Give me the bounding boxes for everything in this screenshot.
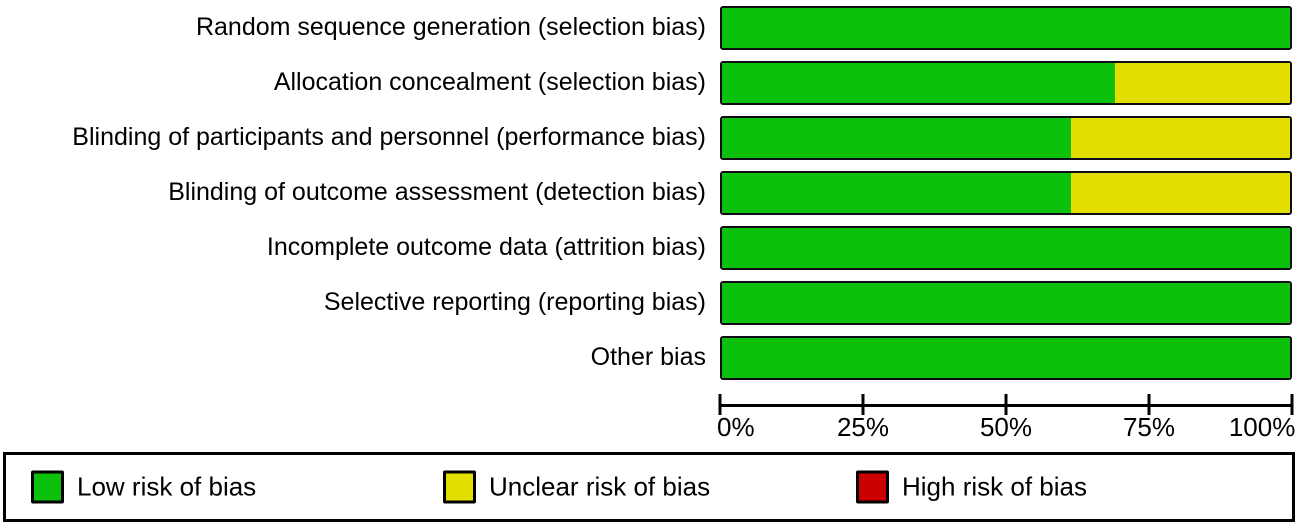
legend-item-low: Low risk of bias xyxy=(31,470,257,504)
bias-category-label: Incomplete outcome data (attrition bias) xyxy=(266,232,706,261)
bar-segment-low xyxy=(722,7,1290,48)
bias-bar xyxy=(720,60,1292,105)
axis-tick xyxy=(1147,394,1151,415)
bar-segment-low xyxy=(722,337,1290,378)
bias-category-label: Allocation concealment (selection bias) xyxy=(273,67,706,96)
bar-segment-unclear xyxy=(1071,117,1290,158)
bias-row: Blinding of outcome assessment (detectio… xyxy=(0,165,1292,220)
legend-swatch-low xyxy=(31,470,64,504)
bar-segment-unclear xyxy=(1071,172,1290,213)
bias-bar xyxy=(720,335,1292,380)
bias-bar xyxy=(720,5,1292,50)
bias-category-label: Blinding of participants and personnel (… xyxy=(72,122,706,151)
bias-bar xyxy=(720,170,1292,215)
bias-row: Random sequence generation (selection bi… xyxy=(0,0,1292,55)
legend: Low risk of bias Unclear risk of bias High… xyxy=(3,452,1295,522)
legend-label: High risk of bias xyxy=(902,471,1087,502)
legend-swatch-high xyxy=(856,470,889,504)
bar-segment-unclear xyxy=(1115,62,1290,103)
legend-label: Unclear risk of bias xyxy=(489,471,711,502)
bias-row: Selective reporting (reporting bias) xyxy=(0,275,1292,330)
axis-tick-label: 75% xyxy=(1122,412,1176,442)
bias-category-label: Blinding of outcome assessment (detectio… xyxy=(168,177,706,206)
legend-label: Low risk of bias xyxy=(77,471,257,502)
axis-tick xyxy=(861,394,865,415)
bias-bar xyxy=(720,115,1292,160)
legend-item-high: High risk of bias xyxy=(856,470,1087,504)
bias-row: Incomplete outcome data (attrition bias) xyxy=(0,220,1292,275)
legend-item-unclear: Unclear risk of bias xyxy=(443,470,711,504)
bias-row: Allocation concealment (selection bias) xyxy=(0,55,1292,110)
x-axis: 0% 25% 50% 75% 100% xyxy=(716,388,1295,450)
axis-tick-label: 0% xyxy=(716,412,755,442)
bias-row: Other bias xyxy=(0,330,1292,385)
axis-tick xyxy=(1004,394,1008,415)
bar-segment-low xyxy=(722,172,1072,213)
bias-category-label: Random sequence generation (selection bi… xyxy=(195,12,706,41)
bar-segment-low xyxy=(722,62,1116,103)
axis-tick-label: 100% xyxy=(1228,412,1296,442)
bias-category-label: Other bias xyxy=(590,342,706,371)
bias-bar xyxy=(720,225,1292,270)
bar-segment-low xyxy=(722,282,1290,323)
bias-row: Blinding of participants and personnel (… xyxy=(0,110,1292,165)
bar-segment-low xyxy=(722,227,1290,268)
bar-segment-low xyxy=(722,117,1072,158)
bias-category-label: Selective reporting (reporting bias) xyxy=(323,287,706,316)
chart-rows: Random sequence generation (selection bi… xyxy=(0,0,1292,385)
axis-tick xyxy=(718,394,722,415)
legend-swatch-unclear xyxy=(443,470,476,504)
axis-tick-label: 25% xyxy=(836,412,890,442)
bias-bar xyxy=(720,280,1292,325)
axis-tick-label: 50% xyxy=(979,412,1033,442)
axis-tick xyxy=(1290,394,1294,415)
